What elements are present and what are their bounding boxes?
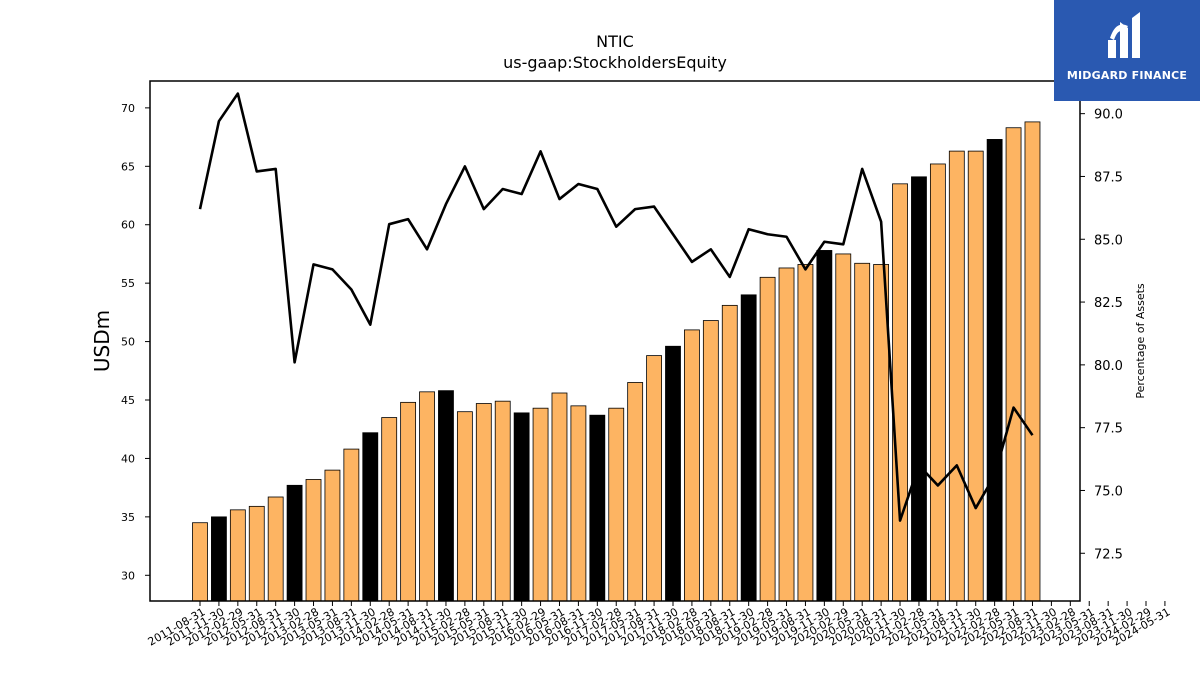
bar-2015-02-28 — [456, 411, 473, 602]
y-axis-label: USDm — [90, 310, 114, 372]
bar-2019-08-31 — [797, 264, 814, 602]
equity-percentage-line — [198, 92, 1034, 522]
bar-2019-02-28 — [759, 276, 776, 602]
y2-tick-label: 85.0 — [1094, 233, 1123, 248]
y-tick-label: 45 — [121, 394, 135, 407]
y-tick-label: 55 — [121, 277, 135, 290]
x-axis: 2011-08-312011-11-302012-02-292012-05-31… — [146, 601, 1172, 649]
bar-2018-02-28 — [684, 329, 700, 602]
bar-2016-11-30 — [589, 414, 606, 602]
bar-2012-05-31 — [248, 505, 265, 602]
bar-2014-11-30 — [438, 390, 454, 602]
bar-2012-08-31 — [267, 496, 284, 602]
bar-2017-05-31 — [627, 382, 644, 602]
y2-tick-label: 72.5 — [1094, 547, 1123, 562]
brand-logo: MIDGARD FINANCE — [1054, 0, 1200, 101]
y2-tick-label: 82.5 — [1094, 296, 1123, 311]
bar-2015-08-31 — [494, 400, 511, 602]
bar-2014-08-31 — [419, 391, 435, 602]
bar-2022-08-31 — [1024, 121, 1041, 602]
y2-tick-label: 80.0 — [1094, 359, 1123, 374]
bar-2017-08-31 — [646, 355, 662, 602]
bar-2018-08-31 — [721, 304, 738, 602]
brand-name: MIDGARD FINANCE — [1066, 69, 1188, 82]
y2-tick-label: 87.5 — [1094, 170, 1123, 185]
bar-2022-05-31 — [1005, 127, 1022, 602]
chart-title: NTIC — [596, 32, 634, 51]
bar-2013-11-30 — [362, 432, 379, 602]
bar-2014-02-28 — [381, 417, 398, 602]
y2-tick-label: 75.0 — [1094, 484, 1123, 499]
bar-2017-02-28 — [608, 407, 625, 602]
bar-2015-05-31 — [475, 403, 492, 602]
bar-2021-08-31 — [948, 150, 965, 602]
bar-2018-11-30 — [740, 294, 757, 602]
bar-2019-05-31 — [778, 267, 795, 602]
bar-2018-05-31 — [702, 320, 719, 602]
bar-2016-02-29 — [532, 407, 549, 602]
bar-2012-02-29 — [229, 509, 246, 602]
bar-2017-11-30 — [665, 345, 681, 602]
bar-2013-02-28 — [305, 479, 322, 602]
right-axis: 72.5 75.0 77.5 80.0 82.5 85.0 87.5 90.0 — [1080, 108, 1123, 562]
y-tick-label: 60 — [121, 219, 135, 232]
bar-2016-05-31 — [551, 392, 568, 602]
bar-2012-11-30 — [286, 484, 303, 602]
left-axis: 30 35 40 45 50 55 60 65 70 — [121, 102, 150, 582]
bar-2020-05-31 — [854, 262, 871, 602]
y2-tick-label: 90.0 — [1094, 108, 1123, 123]
bar-2021-02-28 — [911, 176, 927, 602]
bar-2013-05-31 — [324, 469, 341, 602]
bar-2013-08-31 — [343, 448, 360, 602]
chart-subtitle: us-gaap:StockholdersEquity — [503, 53, 727, 72]
y-tick-label: 30 — [121, 569, 135, 582]
bar-2016-08-31 — [570, 405, 587, 602]
midgard-logo-icon — [1108, 12, 1140, 58]
bar-group — [192, 121, 1041, 602]
y-tick-label: 65 — [121, 160, 135, 173]
line-group — [198, 92, 1034, 522]
y-tick-label: 35 — [121, 511, 135, 524]
y2-tick-label: 77.5 — [1094, 422, 1123, 437]
bar-2014-05-31 — [400, 401, 417, 602]
bar-2011-11-30 — [211, 516, 227, 602]
bar-2021-05-31 — [929, 163, 946, 602]
bar-2020-02-29 — [835, 253, 852, 602]
bar-2021-11-30 — [967, 150, 984, 602]
bar-2011-08-31 — [192, 522, 208, 602]
y-tick-label: 70 — [121, 102, 135, 115]
y2-axis-label: Percentage of Assets — [1134, 283, 1147, 399]
bar-2022-02-28 — [986, 139, 1003, 602]
bar-2019-11-30 — [816, 250, 833, 602]
bar-2020-11-30 — [892, 183, 908, 602]
bar-2015-11-30 — [513, 412, 530, 602]
y-tick-label: 50 — [121, 336, 135, 349]
y-tick-label: 40 — [121, 452, 135, 465]
plot-frame — [149, 80, 1081, 602]
